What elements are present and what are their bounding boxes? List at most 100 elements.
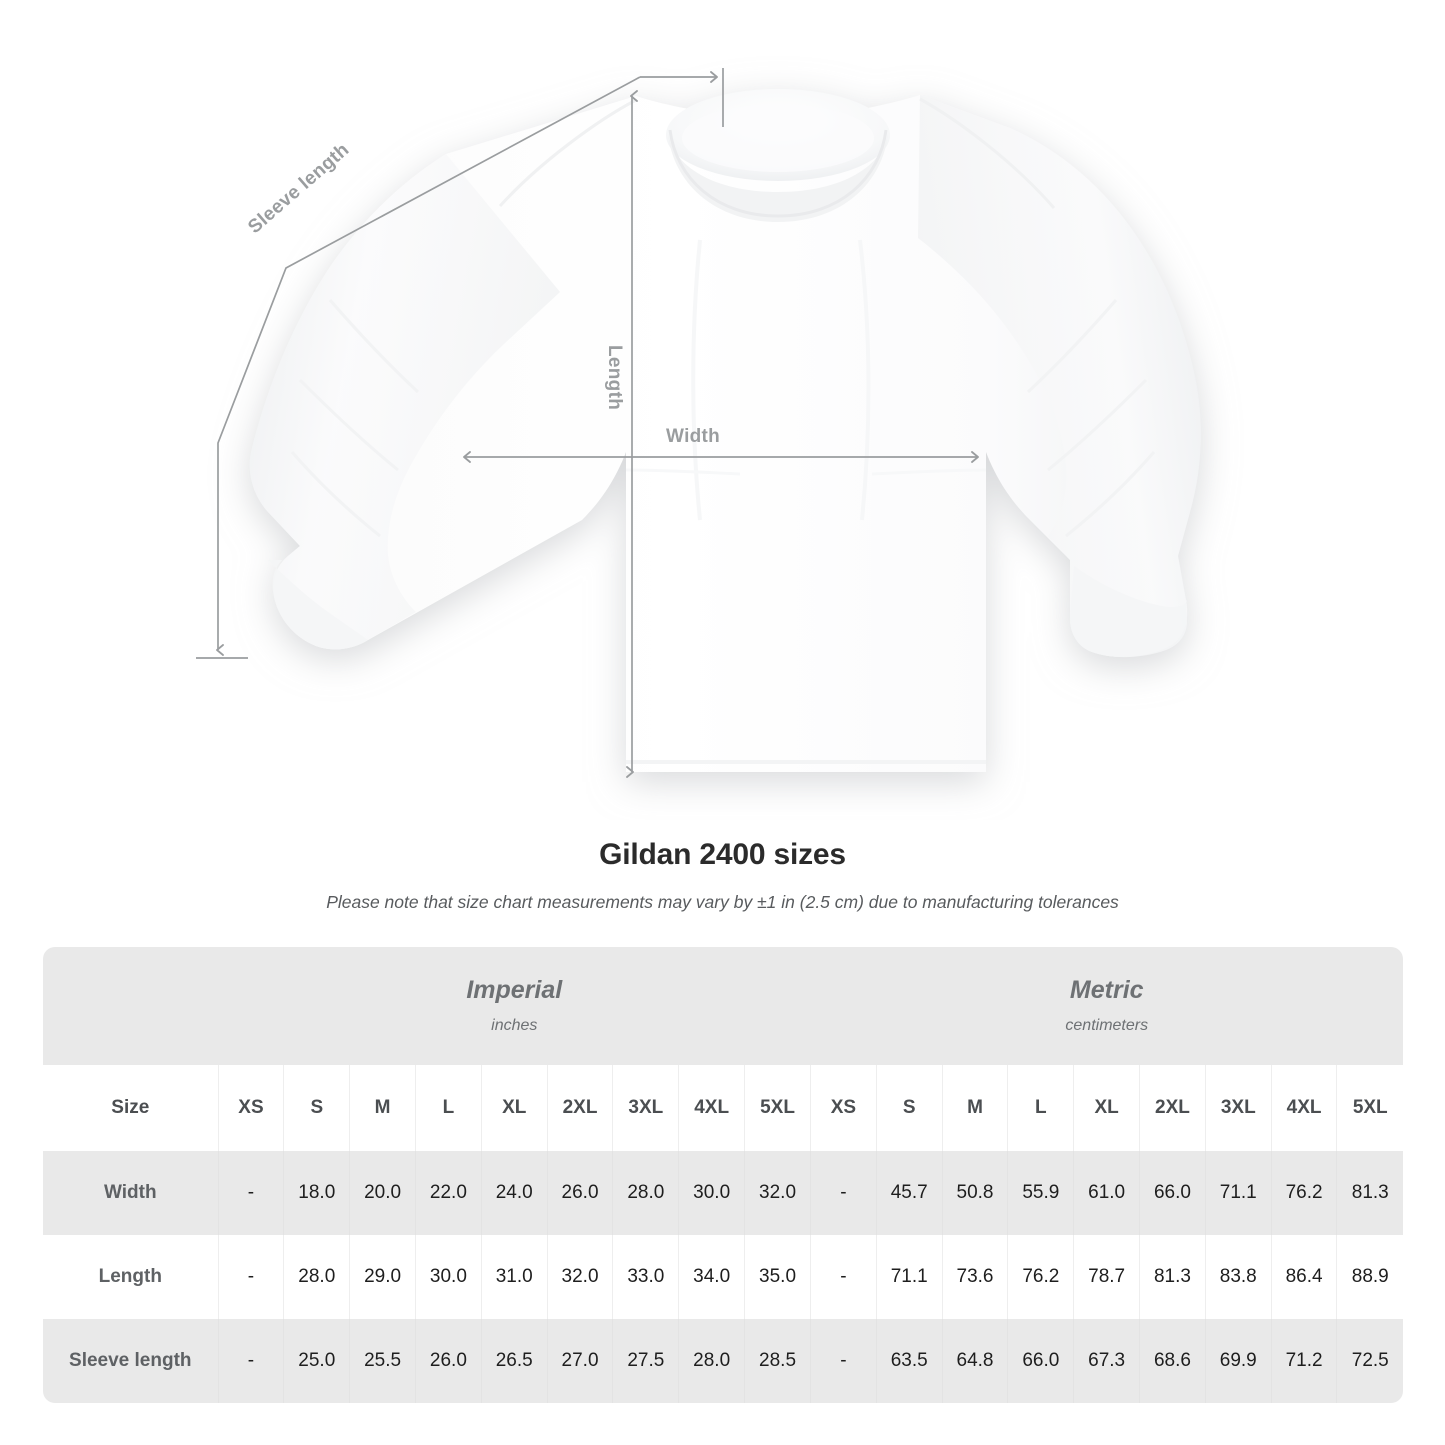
length-dimension-label: Length xyxy=(604,345,625,411)
size-header-metric-xs: XS xyxy=(810,1065,877,1151)
size-header-imperial-3xl: 3XL xyxy=(612,1065,680,1151)
width-dimension-label: Width xyxy=(666,426,721,447)
size-header-metric-xl: XL xyxy=(1073,1065,1141,1151)
cell-length-imperial-xl: 31.0 xyxy=(481,1235,548,1319)
cell-sleeve-metric-m: 64.8 xyxy=(942,1319,1009,1403)
cell-length-metric-s: 71.1 xyxy=(876,1235,943,1319)
cell-sleeve-metric-2xl: 68.6 xyxy=(1139,1319,1206,1403)
measurement-lines xyxy=(196,68,979,778)
garment-diagram: Sleeve length Length Width xyxy=(196,68,1201,778)
cell-width-metric-3xl: 71.1 xyxy=(1205,1151,1272,1235)
cell-sleeve-imperial-xs: - xyxy=(218,1319,285,1403)
row-label-sleeve-length: Sleeve length xyxy=(43,1319,219,1403)
cell-width-imperial-2xl: 26.0 xyxy=(547,1151,614,1235)
unit-header-imperial: Imperial inches xyxy=(218,947,811,1065)
cell-width-metric-5xl: 81.3 xyxy=(1336,1151,1403,1235)
size-header-imperial-4xl: 4XL xyxy=(678,1065,746,1151)
size-header-metric-4xl: 4XL xyxy=(1271,1065,1338,1151)
unit-name-imperial: Imperial xyxy=(466,976,563,1005)
size-header-imperial-2xl: 2XL xyxy=(547,1065,614,1151)
cell-length-metric-m: 73.6 xyxy=(942,1235,1009,1319)
table-row: Width - 18.0 20.0 22.0 24.0 26.0 28.0 30… xyxy=(43,1151,1403,1235)
cell-length-imperial-l: 30.0 xyxy=(415,1235,482,1319)
cell-width-metric-s: 45.7 xyxy=(876,1151,943,1235)
unit-header-row: Imperial inches Metric centimeters xyxy=(43,947,1403,1065)
cell-length-imperial-s: 28.0 xyxy=(283,1235,351,1319)
size-header-metric-2xl: 2XL xyxy=(1139,1065,1206,1151)
cell-width-imperial-l: 22.0 xyxy=(415,1151,482,1235)
cell-width-metric-4xl: 76.2 xyxy=(1271,1151,1338,1235)
title-block: Gildan 2400 sizes Please note that size … xyxy=(0,838,1445,913)
cell-width-metric-2xl: 66.0 xyxy=(1139,1151,1206,1235)
tolerance-note: Please note that size chart measurements… xyxy=(326,892,1119,912)
cell-length-metric-5xl: 88.9 xyxy=(1336,1235,1403,1319)
size-header-imperial-m: M xyxy=(349,1065,416,1151)
table-row: Length - 28.0 29.0 30.0 31.0 32.0 33.0 3… xyxy=(43,1235,1403,1319)
size-header-imperial-l: L xyxy=(415,1065,482,1151)
cell-width-imperial-3xl: 28.0 xyxy=(612,1151,680,1235)
size-chart-table: Imperial inches Metric centimeters Size … xyxy=(43,947,1403,1403)
cell-sleeve-metric-xl: 67.3 xyxy=(1073,1319,1141,1403)
size-header-imperial-xl: XL xyxy=(481,1065,548,1151)
cell-width-imperial-xl: 24.0 xyxy=(481,1151,548,1235)
page-title: Gildan 2400 sizes xyxy=(599,838,846,871)
size-header-metric-3xl: 3XL xyxy=(1205,1065,1272,1151)
cell-length-imperial-5xl: 35.0 xyxy=(744,1235,811,1319)
cell-length-metric-l: 76.2 xyxy=(1007,1235,1075,1319)
size-header-imperial-s: S xyxy=(283,1065,351,1151)
cell-sleeve-imperial-l: 26.0 xyxy=(415,1319,482,1403)
cell-width-metric-xs: - xyxy=(810,1151,877,1235)
cell-sleeve-metric-5xl: 72.5 xyxy=(1336,1319,1403,1403)
cell-sleeve-imperial-s: 25.0 xyxy=(283,1319,351,1403)
cell-sleeve-imperial-3xl: 27.5 xyxy=(612,1319,680,1403)
cell-width-imperial-xs: - xyxy=(218,1151,285,1235)
cell-width-metric-l: 55.9 xyxy=(1007,1151,1075,1235)
cell-sleeve-imperial-2xl: 27.0 xyxy=(547,1319,614,1403)
cell-length-imperial-3xl: 33.0 xyxy=(612,1235,680,1319)
cell-length-metric-2xl: 81.3 xyxy=(1139,1235,1206,1319)
size-header-metric-m: M xyxy=(942,1065,1009,1151)
size-header-metric-l: L xyxy=(1007,1065,1075,1151)
cell-sleeve-metric-4xl: 71.2 xyxy=(1271,1319,1338,1403)
cell-length-metric-xl: 78.7 xyxy=(1073,1235,1141,1319)
cell-width-imperial-m: 20.0 xyxy=(349,1151,416,1235)
size-table-container: Imperial inches Metric centimeters Size … xyxy=(43,947,1403,1403)
size-header-imperial-5xl: 5XL xyxy=(744,1065,811,1151)
size-header-metric-s: S xyxy=(876,1065,943,1151)
cell-length-metric-xs: - xyxy=(810,1235,877,1319)
cell-sleeve-imperial-m: 25.5 xyxy=(349,1319,416,1403)
cell-sleeve-imperial-4xl: 28.0 xyxy=(678,1319,746,1403)
sleeve-length-line xyxy=(196,68,724,659)
shirt-illustration xyxy=(249,89,1201,772)
row-label-length: Length xyxy=(43,1235,219,1319)
unit-header-spacer xyxy=(43,947,219,1065)
unit-sub-metric: centimeters xyxy=(1065,1016,1149,1034)
cell-sleeve-metric-xs: - xyxy=(810,1319,877,1403)
cell-width-metric-xl: 61.0 xyxy=(1073,1151,1141,1235)
cell-length-imperial-4xl: 34.0 xyxy=(678,1235,746,1319)
unit-sub-imperial: inches xyxy=(491,1016,538,1034)
unit-name-metric: Metric xyxy=(1069,976,1144,1005)
cell-length-imperial-m: 29.0 xyxy=(349,1235,416,1319)
cell-length-imperial-2xl: 32.0 xyxy=(547,1235,614,1319)
row-label-width: Width xyxy=(43,1151,219,1235)
cell-sleeve-metric-l: 66.0 xyxy=(1007,1319,1075,1403)
size-header-row: Size XS S M L XL 2XL 3XL 4XL 5XL XS S M … xyxy=(43,1065,1403,1151)
cell-sleeve-imperial-xl: 26.5 xyxy=(481,1319,548,1403)
cell-length-imperial-xs: - xyxy=(218,1235,285,1319)
size-column-label: Size xyxy=(43,1065,219,1151)
cell-width-imperial-s: 18.0 xyxy=(283,1151,351,1235)
size-header-imperial-xs: XS xyxy=(218,1065,285,1151)
cell-length-metric-4xl: 86.4 xyxy=(1271,1235,1338,1319)
cell-sleeve-metric-3xl: 69.9 xyxy=(1205,1319,1272,1403)
cell-width-metric-m: 50.8 xyxy=(942,1151,1009,1235)
cell-width-imperial-5xl: 32.0 xyxy=(744,1151,811,1235)
size-header-metric-5xl: 5XL xyxy=(1336,1065,1403,1151)
cell-sleeve-metric-s: 63.5 xyxy=(876,1319,943,1403)
cell-width-imperial-4xl: 30.0 xyxy=(678,1151,746,1235)
unit-header-metric: Metric centimeters xyxy=(810,947,1403,1065)
table-row: Sleeve length - 25.0 25.5 26.0 26.5 27.0… xyxy=(43,1319,1403,1403)
cell-sleeve-imperial-5xl: 28.5 xyxy=(744,1319,811,1403)
cell-length-metric-3xl: 83.8 xyxy=(1205,1235,1272,1319)
